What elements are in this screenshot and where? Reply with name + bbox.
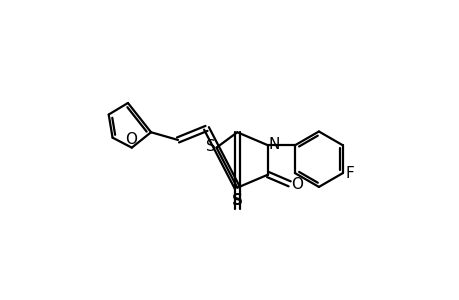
Text: O: O [291,177,302,192]
Text: O: O [125,132,137,147]
Text: S: S [206,140,215,154]
Text: N: N [268,137,280,152]
Text: F: F [344,166,353,181]
Text: S: S [231,194,242,208]
